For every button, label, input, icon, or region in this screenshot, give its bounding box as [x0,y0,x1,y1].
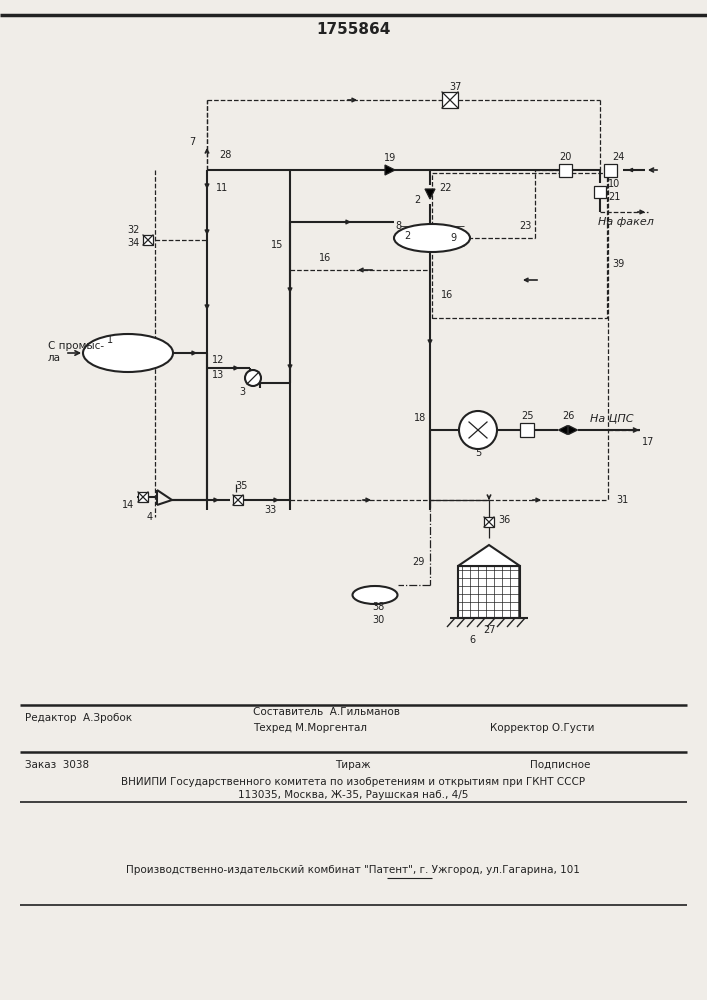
Text: С промыс-: С промыс- [48,341,104,351]
Text: 39: 39 [612,259,624,269]
Text: 14: 14 [122,500,134,510]
Text: 15: 15 [271,240,284,250]
Text: ВНИИПИ Государственного комитета по изобретениям и открытиям при ГКНТ СССР: ВНИИПИ Государственного комитета по изоб… [121,777,585,787]
Bar [458,566,520,618]
Text: 38: 38 [372,602,384,612]
Bar [484,517,494,527]
Text: 32: 32 [127,225,139,235]
Text: 17: 17 [642,437,654,447]
Text: 6: 6 [469,635,475,645]
Text: 13: 13 [212,370,224,380]
Text: 26: 26 [562,411,574,421]
Text: 12: 12 [212,355,224,365]
Text: 5: 5 [475,448,481,458]
Text: Редактор  А.Зробок: Редактор А.Зробок [25,713,132,723]
Text: Тираж: Тираж [335,760,370,770]
Polygon shape [385,165,395,175]
Bar [138,492,148,502]
Text: 2: 2 [404,231,410,241]
Ellipse shape [394,224,470,252]
Text: 35: 35 [236,481,248,491]
Text: 10: 10 [608,179,620,189]
Text: 34: 34 [127,238,139,248]
Text: 4: 4 [147,512,153,522]
Text: Техред М.Моргентал: Техред М.Моргентал [253,723,367,733]
Polygon shape [425,189,435,199]
Text: 23: 23 [519,221,531,231]
Text: 20: 20 [559,152,571,162]
Text: 8: 8 [395,221,401,231]
Polygon shape [458,545,520,566]
Text: 113035, Москва, Ж-35, Раушская наб., 4/5: 113035, Москва, Ж-35, Раушская наб., 4/5 [238,790,468,800]
Text: 1: 1 [107,335,113,345]
Text: 19: 19 [384,153,396,163]
Text: 28: 28 [218,150,231,160]
Text: 24: 24 [612,152,624,162]
Ellipse shape [353,586,397,604]
Text: 18: 18 [414,413,426,423]
Circle shape [245,370,261,386]
Polygon shape [568,426,578,434]
Text: 2: 2 [414,195,420,205]
Text: 37: 37 [449,82,461,92]
Text: 31: 31 [616,495,628,505]
Bar [604,163,617,176]
Text: ла: ла [48,353,61,363]
Text: На факел: На факел [598,217,654,227]
Bar [594,186,606,198]
Text: Составитель  А.Гильманов: Составитель А.Гильманов [253,707,400,717]
Text: 36: 36 [498,515,510,525]
Text: 1755864: 1755864 [316,22,390,37]
Text: 25: 25 [521,411,533,421]
Text: 21: 21 [608,192,620,202]
Text: 9: 9 [450,233,456,243]
Bar [233,495,243,505]
Text: 27: 27 [483,625,495,635]
Text: Корректор О.Густи: Корректор О.Густи [490,723,595,733]
Text: Заказ  3038: Заказ 3038 [25,760,89,770]
Text: 3: 3 [239,387,245,397]
Text: 33: 33 [264,505,276,515]
Text: 29: 29 [411,557,424,567]
Bar [442,92,458,108]
Polygon shape [559,426,568,434]
Bar [143,235,153,245]
Ellipse shape [83,334,173,372]
Circle shape [459,411,497,449]
Text: 7: 7 [189,137,195,147]
Text: Подписное: Подписное [530,760,590,770]
Bar [559,163,571,176]
Text: 16: 16 [441,290,453,300]
Bar [432,173,607,318]
Text: 22: 22 [439,183,451,193]
Text: Производственно-издательский комбинат "Патент", г. Ужгород, ул.Гагарина, 101: Производственно-издательский комбинат "П… [126,865,580,875]
Text: 16: 16 [319,253,331,263]
Bar [520,423,534,437]
Text: На ЦПС: На ЦПС [590,413,633,423]
Text: 11: 11 [216,183,228,193]
Text: 30: 30 [372,615,384,625]
